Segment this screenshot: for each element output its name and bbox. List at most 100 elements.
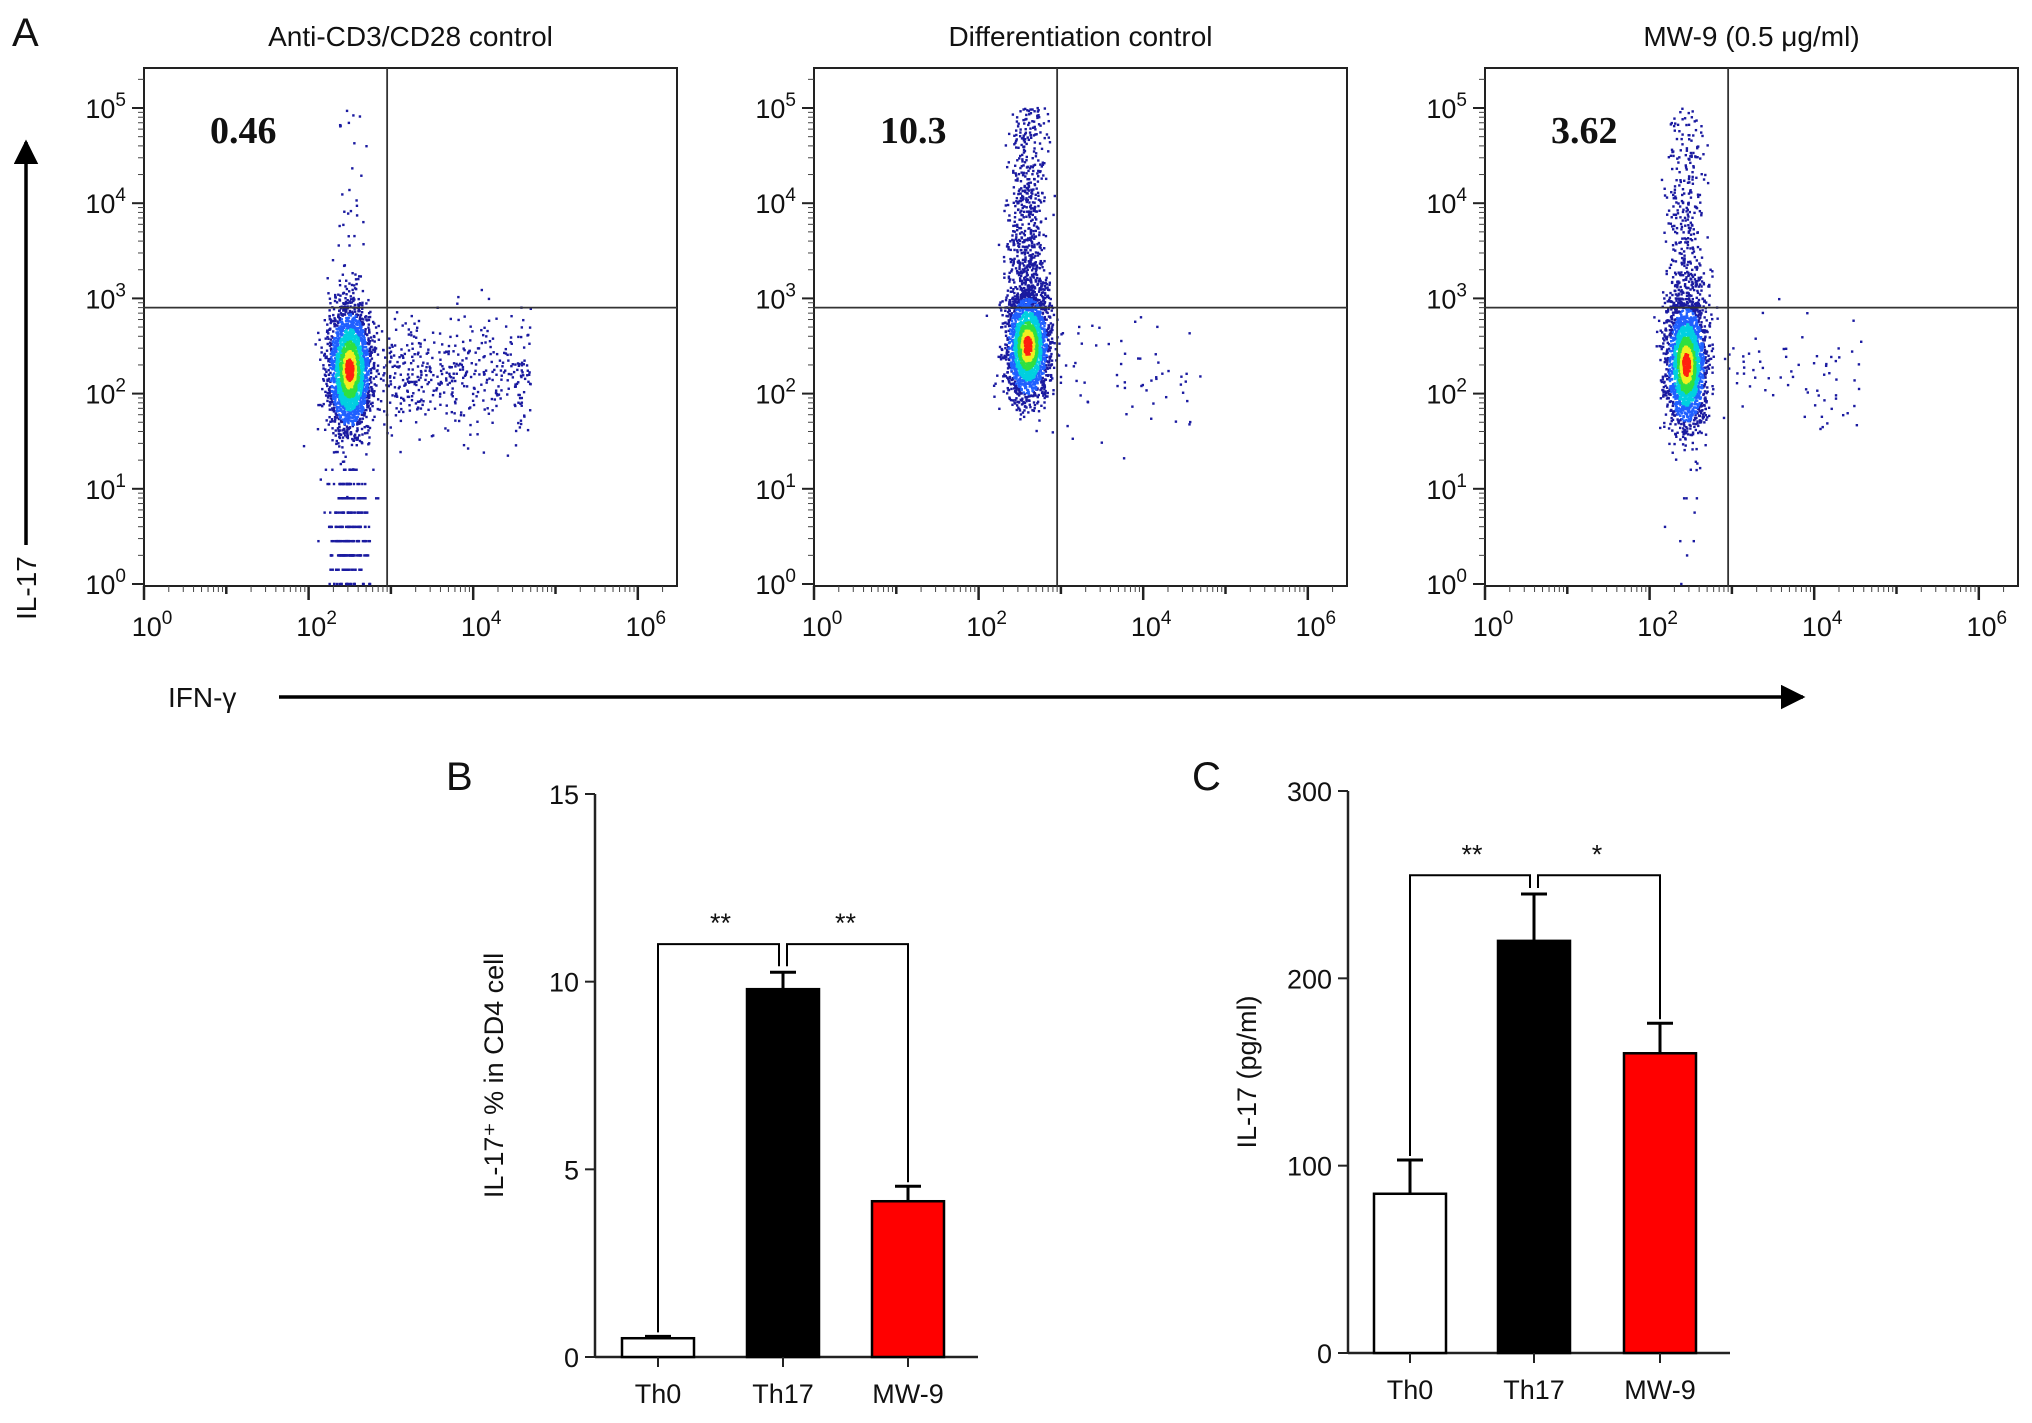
event-dot — [509, 341, 511, 343]
event-dot — [478, 359, 480, 361]
event-dot — [1044, 282, 1046, 284]
event-dot — [1199, 375, 1201, 377]
event-dot — [328, 315, 330, 317]
event-dot — [430, 371, 432, 373]
event-dot — [1016, 116, 1018, 118]
event-dot — [373, 377, 375, 379]
event-dot — [527, 370, 529, 372]
event-dot — [999, 301, 1001, 303]
event-dot — [462, 347, 464, 349]
event-dot — [1186, 400, 1188, 402]
a-ylabel: IL-17 — [11, 556, 42, 620]
event-dot — [338, 423, 340, 425]
event-dot — [432, 332, 434, 334]
event-dot — [1024, 230, 1026, 232]
event-dot — [1032, 170, 1034, 172]
event-dot — [463, 385, 465, 387]
event-dot — [1016, 404, 1018, 406]
event-dot — [1005, 335, 1007, 337]
event-dot — [416, 327, 418, 329]
event-dot — [1032, 157, 1034, 159]
event-dot — [363, 426, 365, 428]
event-dot — [1014, 212, 1016, 214]
event-dot — [365, 318, 367, 320]
event-dot — [371, 405, 373, 407]
event-dot — [500, 378, 502, 380]
event-dot — [372, 419, 374, 421]
event-dot — [1012, 113, 1014, 115]
event-dot — [1028, 139, 1030, 141]
event-dot — [1045, 235, 1047, 237]
event-dot — [1001, 349, 1003, 351]
event-dot — [327, 332, 329, 334]
event-dot — [412, 359, 414, 361]
event-dot — [473, 388, 475, 390]
event-dot — [353, 511, 355, 513]
event-dot — [451, 366, 453, 368]
event-dot — [395, 407, 397, 409]
event-dot — [1008, 321, 1010, 323]
event-dot — [508, 388, 510, 390]
event-dot — [377, 408, 379, 410]
event-dot — [342, 224, 344, 226]
event-dot — [1137, 357, 1139, 359]
event-dot — [1019, 128, 1021, 130]
event-dot — [352, 420, 354, 422]
event-dot — [1043, 299, 1045, 301]
event-dot — [357, 511, 359, 513]
event-dot — [358, 413, 360, 415]
event-dot — [334, 320, 336, 322]
event-dot — [499, 359, 501, 361]
event-dot — [342, 323, 344, 325]
event-dot — [325, 371, 327, 373]
event-dot — [1016, 179, 1018, 181]
event-dot — [1009, 300, 1011, 302]
event-dot — [348, 235, 350, 237]
event-dot — [326, 277, 328, 279]
event-dot — [424, 379, 426, 381]
event-dot — [354, 311, 356, 313]
event-dot — [1042, 282, 1044, 284]
event-dot — [348, 282, 350, 284]
event-dot — [460, 411, 462, 413]
event-dot — [329, 298, 331, 300]
event-dot — [1052, 431, 1054, 433]
event-dot — [331, 418, 333, 420]
event-dot — [370, 381, 372, 383]
event-dot — [526, 334, 528, 336]
event-dot — [515, 444, 517, 446]
event-dot — [470, 376, 472, 378]
event-dot — [1013, 186, 1015, 188]
event-dot — [1037, 110, 1039, 112]
event-dot — [1034, 126, 1036, 128]
event-dot — [1182, 392, 1184, 394]
event-dot — [456, 303, 458, 305]
event-dot — [1038, 210, 1040, 212]
event-dot — [378, 325, 380, 327]
event-dot — [1029, 127, 1031, 129]
event-dot — [1030, 181, 1032, 183]
event-dot — [424, 339, 426, 341]
event-dot — [1030, 230, 1032, 232]
event-dot — [349, 497, 351, 499]
event-dot — [1023, 270, 1025, 272]
event-dot — [1020, 249, 1022, 251]
event-dot — [1035, 210, 1037, 212]
event-dot — [329, 511, 331, 513]
event-dot — [341, 330, 343, 332]
event-dot — [1033, 178, 1035, 180]
event-dot — [318, 339, 320, 341]
event-dot — [1021, 289, 1023, 291]
event-dot — [1038, 234, 1040, 236]
event-dot — [328, 583, 330, 585]
event-dot — [1036, 264, 1038, 266]
event-dot — [457, 296, 459, 298]
event-dot — [351, 289, 353, 291]
event-dot — [446, 404, 448, 406]
event-dot — [1185, 373, 1187, 375]
event-dot — [1013, 258, 1015, 260]
event-dot — [473, 404, 475, 406]
event-dot — [1015, 236, 1017, 238]
event-dot — [1041, 192, 1043, 194]
event-dot — [391, 344, 393, 346]
